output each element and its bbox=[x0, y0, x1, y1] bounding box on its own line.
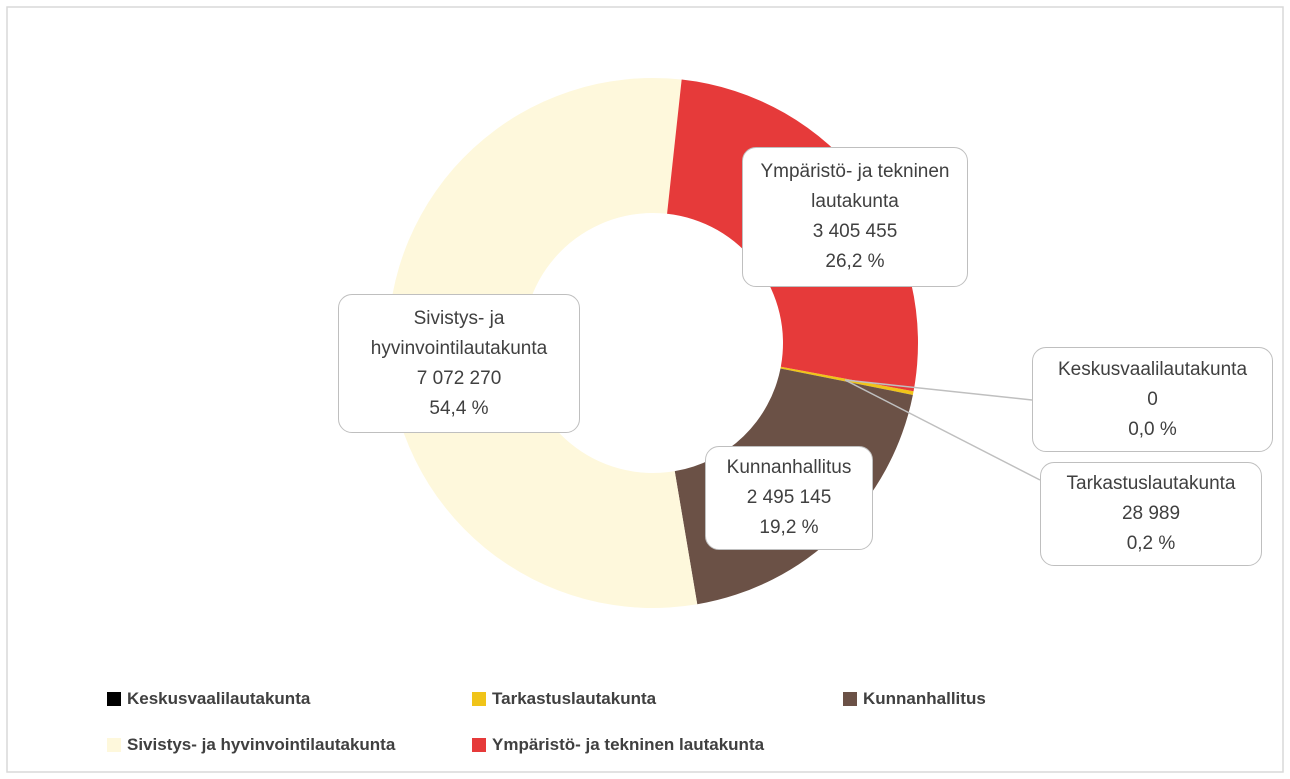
legend-swatch bbox=[472, 738, 486, 752]
legend-item: Sivistys- ja hyvinvointilautakunta bbox=[107, 735, 395, 755]
data-label-name: Keskusvaalilautakunta bbox=[1057, 358, 1248, 380]
data-label-percent: 54,4 % bbox=[429, 397, 489, 419]
legend-label: Kunnanhallitus bbox=[863, 689, 986, 708]
legend-item: Keskusvaalilautakunta bbox=[107, 689, 310, 709]
data-label: Keskusvaalilautakunta 0 0,0 % bbox=[1032, 347, 1273, 452]
legend-item: Kunnanhallitus bbox=[843, 689, 986, 709]
data-label-percent: 0,2 % bbox=[1126, 533, 1176, 554]
data-label-name: Tarkastuslautakunta bbox=[1066, 473, 1236, 494]
data-label-percent: 0,0 % bbox=[1128, 418, 1177, 440]
legend-label: Tarkastuslautakunta bbox=[492, 689, 657, 708]
data-label-name: Ympäristö- ja tekninen lautakunta bbox=[760, 161, 950, 212]
data-label-percent: 19,2 % bbox=[759, 517, 819, 538]
data-label-value: 3 405 455 bbox=[812, 221, 898, 242]
legend-label: Keskusvaalilautakunta bbox=[127, 689, 311, 708]
legend-swatch bbox=[107, 738, 121, 752]
data-label: Kunnanhallitus 2 495 145 19,2 % bbox=[705, 446, 873, 550]
legend-swatch bbox=[107, 692, 121, 706]
legend-swatch bbox=[843, 692, 857, 706]
wedge bbox=[387, 77, 698, 608]
data-label-value: 2 495 145 bbox=[746, 487, 832, 508]
data-label-value: 0 bbox=[1147, 388, 1158, 410]
data-label: Tarkastuslautakunta 28 989 0,2 % bbox=[1040, 462, 1262, 566]
data-label-percent: 26,2 % bbox=[825, 251, 885, 272]
data-label-name: Kunnanhallitus bbox=[726, 457, 852, 478]
leader-line bbox=[844, 379, 1033, 401]
legend-label: Ympäristö- ja tekninen lautakunta bbox=[492, 735, 765, 754]
data-label-value: 28 989 bbox=[1121, 503, 1181, 524]
data-label-name: Sivistys- ja hyvinvointilautakunta bbox=[370, 307, 548, 359]
legend-item: Tarkastuslautakunta bbox=[472, 689, 656, 709]
data-label: Ympäristö- ja tekninen lautakunta 3 405 4… bbox=[742, 147, 968, 287]
leader-lines bbox=[844, 379, 1041, 481]
data-label-value: 7 072 270 bbox=[416, 367, 502, 389]
legend-item: Ympäristö- ja tekninen lautakunta bbox=[472, 735, 764, 755]
legend-label: Sivistys- ja hyvinvointilautakunta bbox=[127, 735, 396, 754]
leader-line bbox=[844, 379, 1041, 481]
legend-swatch bbox=[472, 692, 486, 706]
data-label: Sivistys- ja hyvinvointilautakunta 7 072 … bbox=[338, 294, 580, 433]
